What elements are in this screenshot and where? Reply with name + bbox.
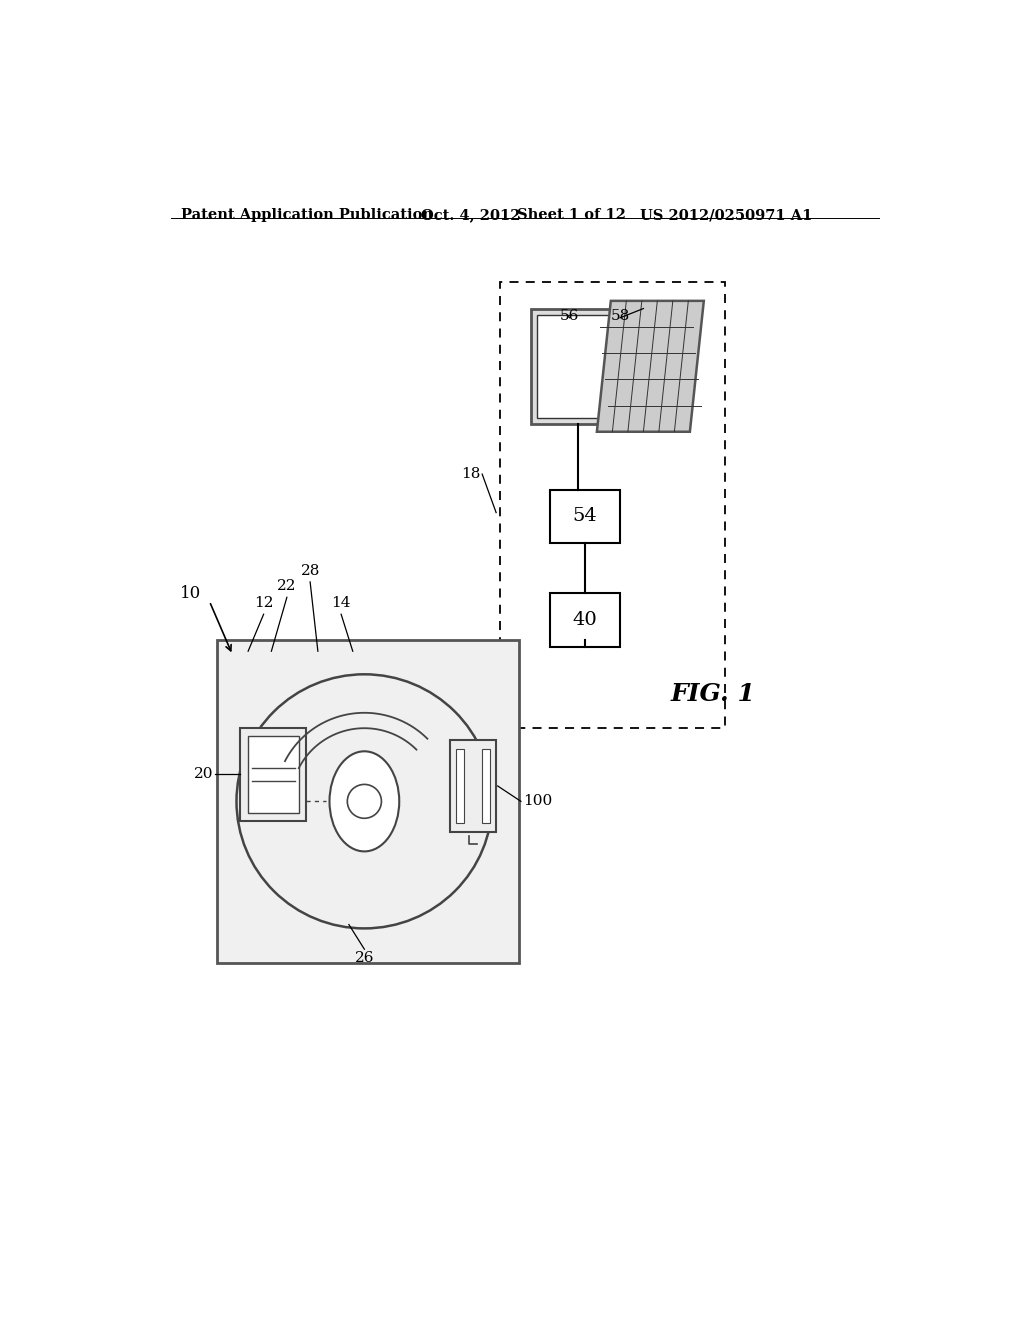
Text: 22: 22 (278, 579, 297, 594)
Bar (248, 737, 299, 813)
Text: 26: 26 (354, 952, 374, 965)
Text: 14: 14 (332, 597, 351, 610)
Ellipse shape (330, 751, 399, 851)
Text: 100: 100 (523, 795, 553, 808)
Bar (550, 594, 621, 647)
Text: 40: 40 (572, 611, 598, 630)
Bar (550, 490, 621, 544)
Polygon shape (597, 301, 703, 432)
Text: 18: 18 (461, 467, 480, 480)
Bar (500, 281, 725, 729)
Text: 28: 28 (300, 564, 319, 578)
Bar (456, 748, 464, 822)
Text: US 2012/0250971 A1: US 2012/0250971 A1 (640, 209, 812, 223)
Circle shape (347, 784, 381, 818)
Bar (531, 309, 624, 424)
Bar (241, 729, 306, 821)
Text: FIG. 1: FIG. 1 (671, 681, 756, 706)
Bar (482, 748, 489, 822)
Text: Oct. 4, 2012: Oct. 4, 2012 (421, 209, 520, 223)
Text: Patent Application Publication: Patent Application Publication (180, 209, 433, 223)
Bar (450, 739, 496, 832)
Text: 56: 56 (560, 309, 580, 322)
Text: 54: 54 (572, 507, 598, 525)
Text: Sheet 1 of 12: Sheet 1 of 12 (517, 209, 626, 223)
Text: 58: 58 (610, 309, 630, 322)
Text: 20: 20 (194, 767, 213, 781)
Text: 12: 12 (254, 597, 273, 610)
Text: 10: 10 (180, 585, 202, 602)
Bar (217, 640, 519, 964)
Bar (538, 314, 617, 418)
